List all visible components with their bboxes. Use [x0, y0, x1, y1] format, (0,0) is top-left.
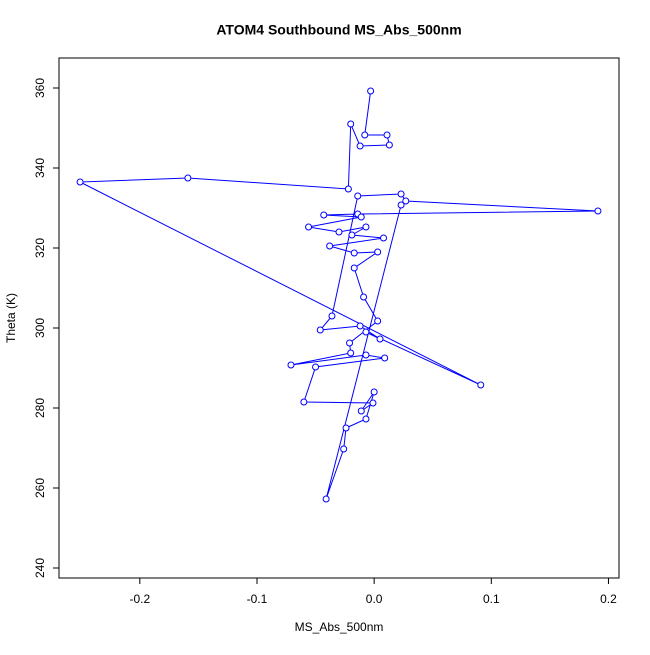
point: [367, 87, 375, 95]
point: [369, 399, 377, 407]
point: [397, 201, 405, 209]
point: [287, 361, 295, 369]
y-tick-label: 360: [33, 78, 47, 98]
point: [76, 178, 84, 186]
y-tick-label: 240: [33, 558, 47, 578]
point: [335, 228, 343, 236]
y-axis-label: Theta (K): [4, 293, 18, 343]
point: [312, 363, 320, 371]
point: [357, 407, 365, 415]
x-tick-label: 0.1: [483, 592, 500, 606]
point: [326, 242, 334, 250]
point: [380, 234, 388, 242]
point: [184, 174, 192, 182]
point: [356, 322, 364, 330]
point: [360, 293, 368, 301]
x-axis-label: MS_Abs_500nm: [295, 620, 384, 634]
point: [348, 231, 356, 239]
point: [316, 326, 324, 334]
x-tick-label: -0.2: [129, 592, 150, 606]
point: [320, 211, 328, 219]
y-tick-label: 340: [33, 158, 47, 178]
plot-box: [58, 57, 620, 579]
point: [347, 120, 355, 128]
point: [350, 249, 358, 257]
point: [300, 398, 308, 406]
point: [346, 339, 354, 347]
point: [342, 424, 350, 432]
x-tick-label: 0.0: [366, 592, 383, 606]
point: [374, 248, 382, 256]
y-tick-label: 320: [33, 238, 47, 258]
point: [397, 190, 405, 198]
chart-title: ATOM4 Southbound MS_Abs_500nm: [216, 22, 461, 38]
point: [328, 312, 336, 320]
point: [374, 317, 382, 325]
point: [340, 445, 348, 453]
y-tick-label: 300: [33, 318, 47, 338]
point: [383, 131, 391, 139]
line: [78, 90, 598, 500]
point: [344, 185, 352, 193]
point: [357, 213, 365, 221]
point: [477, 381, 485, 389]
point: [376, 335, 384, 343]
point: [370, 388, 378, 396]
point: [347, 349, 355, 357]
point: [385, 141, 393, 149]
x-tick-label: 0.2: [600, 592, 617, 606]
point: [381, 354, 389, 362]
point: [361, 131, 369, 139]
point: [362, 351, 370, 359]
point: [354, 192, 362, 200]
point: [350, 264, 358, 272]
point: [356, 142, 364, 150]
point: [362, 223, 370, 231]
point: [362, 328, 370, 336]
point: [362, 415, 370, 423]
point: [305, 223, 313, 231]
y-tick-label: 260: [33, 478, 47, 498]
point: [402, 197, 410, 205]
x-tick-label: -0.1: [247, 592, 268, 606]
point: [594, 207, 602, 215]
y-tick-label: 280: [33, 398, 47, 418]
point: [322, 495, 330, 503]
